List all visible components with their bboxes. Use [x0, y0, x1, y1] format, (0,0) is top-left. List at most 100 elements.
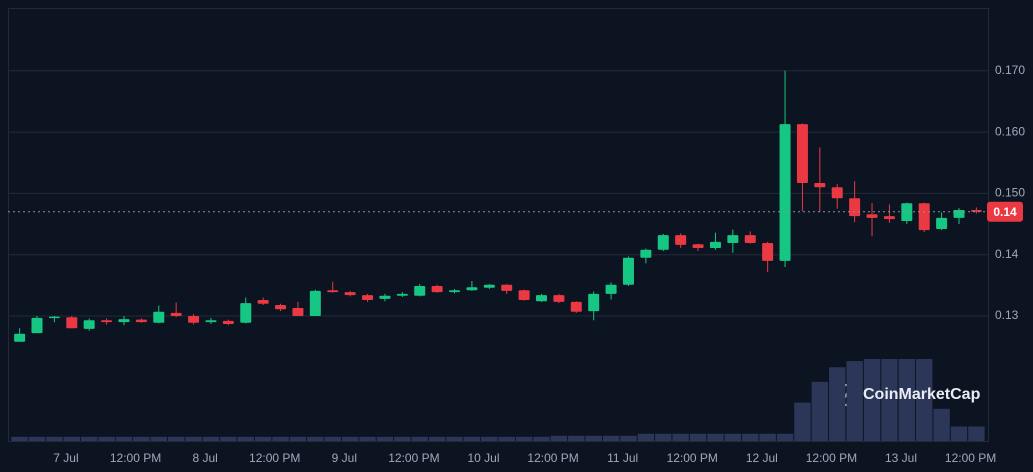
- candle-body: [744, 235, 756, 244]
- candle-body: [66, 317, 78, 329]
- candle-body: [414, 285, 426, 296]
- candle-body: [605, 284, 617, 294]
- candle-body: [31, 317, 43, 334]
- volume-bar: [776, 433, 794, 441]
- candle-body: [518, 290, 530, 301]
- candle-body: [762, 243, 774, 261]
- candle-body: [831, 187, 843, 199]
- volume-bar: [881, 359, 898, 441]
- candle-body: [188, 316, 200, 323]
- candle-body: [657, 235, 669, 250]
- y-tick-label: 0.150: [995, 186, 1025, 200]
- price-badge: [987, 201, 1023, 222]
- volume-bar: [220, 436, 237, 441]
- x-tick-label: 13 Jul: [885, 451, 917, 465]
- y-tick-label: 0.13: [995, 308, 1019, 322]
- candle-body: [849, 198, 861, 217]
- candle-body: [222, 320, 234, 324]
- volume-bar: [446, 436, 463, 441]
- x-tick-label: 12:00 PM: [806, 451, 857, 465]
- candle-body: [588, 293, 600, 312]
- volume-bar: [794, 402, 811, 441]
- volume-bar: [481, 436, 498, 441]
- candle-body: [709, 241, 721, 248]
- candle-body: [953, 209, 965, 218]
- volume-bar: [707, 433, 724, 441]
- candle-body: [692, 244, 704, 248]
- volume-bar: [811, 381, 829, 441]
- volume-bar: [28, 436, 46, 441]
- x-tick-label: 12 Jul: [746, 451, 778, 465]
- candle-body: [727, 235, 739, 244]
- candle-body: [135, 319, 147, 323]
- volume-bar: [602, 435, 620, 441]
- volume-bar: [376, 436, 394, 441]
- watermark: CoinMarketCap: [863, 386, 981, 403]
- price-label: 0.14: [993, 205, 1017, 219]
- x-tick-label: 7 Jul: [53, 451, 78, 465]
- candle-body: [14, 333, 26, 342]
- x-tick-label: 10 Jul: [467, 451, 499, 465]
- x-tick-label: 12:00 PM: [110, 451, 161, 465]
- volume-bar: [185, 436, 202, 441]
- x-tick-label: 12:00 PM: [945, 451, 996, 465]
- volume-bar: [759, 433, 776, 441]
- candle-body: [48, 316, 60, 319]
- x-tick-label: 11 Jul: [607, 451, 638, 465]
- candle-body: [396, 293, 408, 296]
- candle-body: [796, 124, 808, 183]
- volume-bar: [620, 435, 637, 441]
- x-tick-label: 12:00 PM: [388, 451, 439, 465]
- volume-bar: [533, 436, 550, 441]
- candle-body: [918, 203, 930, 231]
- candle-body: [936, 217, 948, 229]
- candle-body: [275, 304, 287, 310]
- volume-bar: [307, 436, 324, 441]
- candle-body: [449, 290, 461, 293]
- candle-body: [153, 311, 165, 323]
- volume-bar: [950, 426, 968, 441]
- x-tick-label: 12:00 PM: [527, 451, 578, 465]
- candle-body: [83, 320, 95, 329]
- volume-bar: [428, 436, 446, 441]
- volume-bar: [724, 433, 742, 441]
- volume-bar: [463, 436, 481, 441]
- volume-bar: [898, 359, 916, 441]
- volume-bar: [968, 426, 985, 441]
- candle-body: [292, 308, 304, 316]
- candle-body: [431, 285, 443, 293]
- volume-bar: [585, 435, 602, 441]
- volume-bar: [115, 436, 133, 441]
- volume-bar: [916, 359, 933, 441]
- volume-bar: [672, 433, 689, 441]
- volume-bar: [341, 436, 359, 441]
- volume-bar: [98, 436, 115, 441]
- candle-body: [466, 287, 478, 291]
- volume-bar: [359, 436, 376, 441]
- candle-body: [675, 235, 687, 245]
- candle-body: [814, 182, 826, 188]
- volume-bar: [829, 367, 846, 441]
- candle-body: [362, 295, 374, 301]
- candle-body: [883, 216, 895, 220]
- volume-bar: [498, 436, 515, 441]
- y-tick-label: 0.14: [995, 247, 1019, 261]
- candle-body: [118, 319, 130, 323]
- volume-bar: [237, 436, 254, 441]
- candle-body: [866, 214, 878, 218]
- volume-bar: [637, 433, 655, 441]
- volume-bar: [11, 436, 28, 441]
- candle-body: [535, 295, 547, 302]
- volume-bar: [289, 436, 307, 441]
- candle-body: [240, 303, 252, 323]
- volume-bar: [272, 436, 289, 441]
- volume-bar: [324, 436, 341, 441]
- candle-body: [501, 284, 513, 291]
- candle-body: [327, 290, 339, 293]
- candle-body: [170, 312, 182, 316]
- candle-body: [553, 295, 565, 302]
- candle-body: [570, 301, 582, 312]
- volume-bar: [863, 359, 881, 441]
